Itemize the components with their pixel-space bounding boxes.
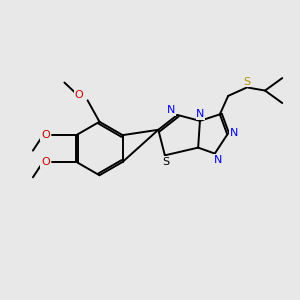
Text: N: N	[167, 106, 175, 116]
Text: S: S	[244, 76, 251, 87]
Text: S: S	[162, 157, 169, 167]
Text: O: O	[41, 157, 50, 167]
Text: N: N	[214, 155, 222, 165]
Text: N: N	[230, 128, 238, 138]
Text: O: O	[41, 130, 50, 140]
Text: O: O	[74, 90, 83, 100]
Text: N: N	[196, 109, 205, 119]
